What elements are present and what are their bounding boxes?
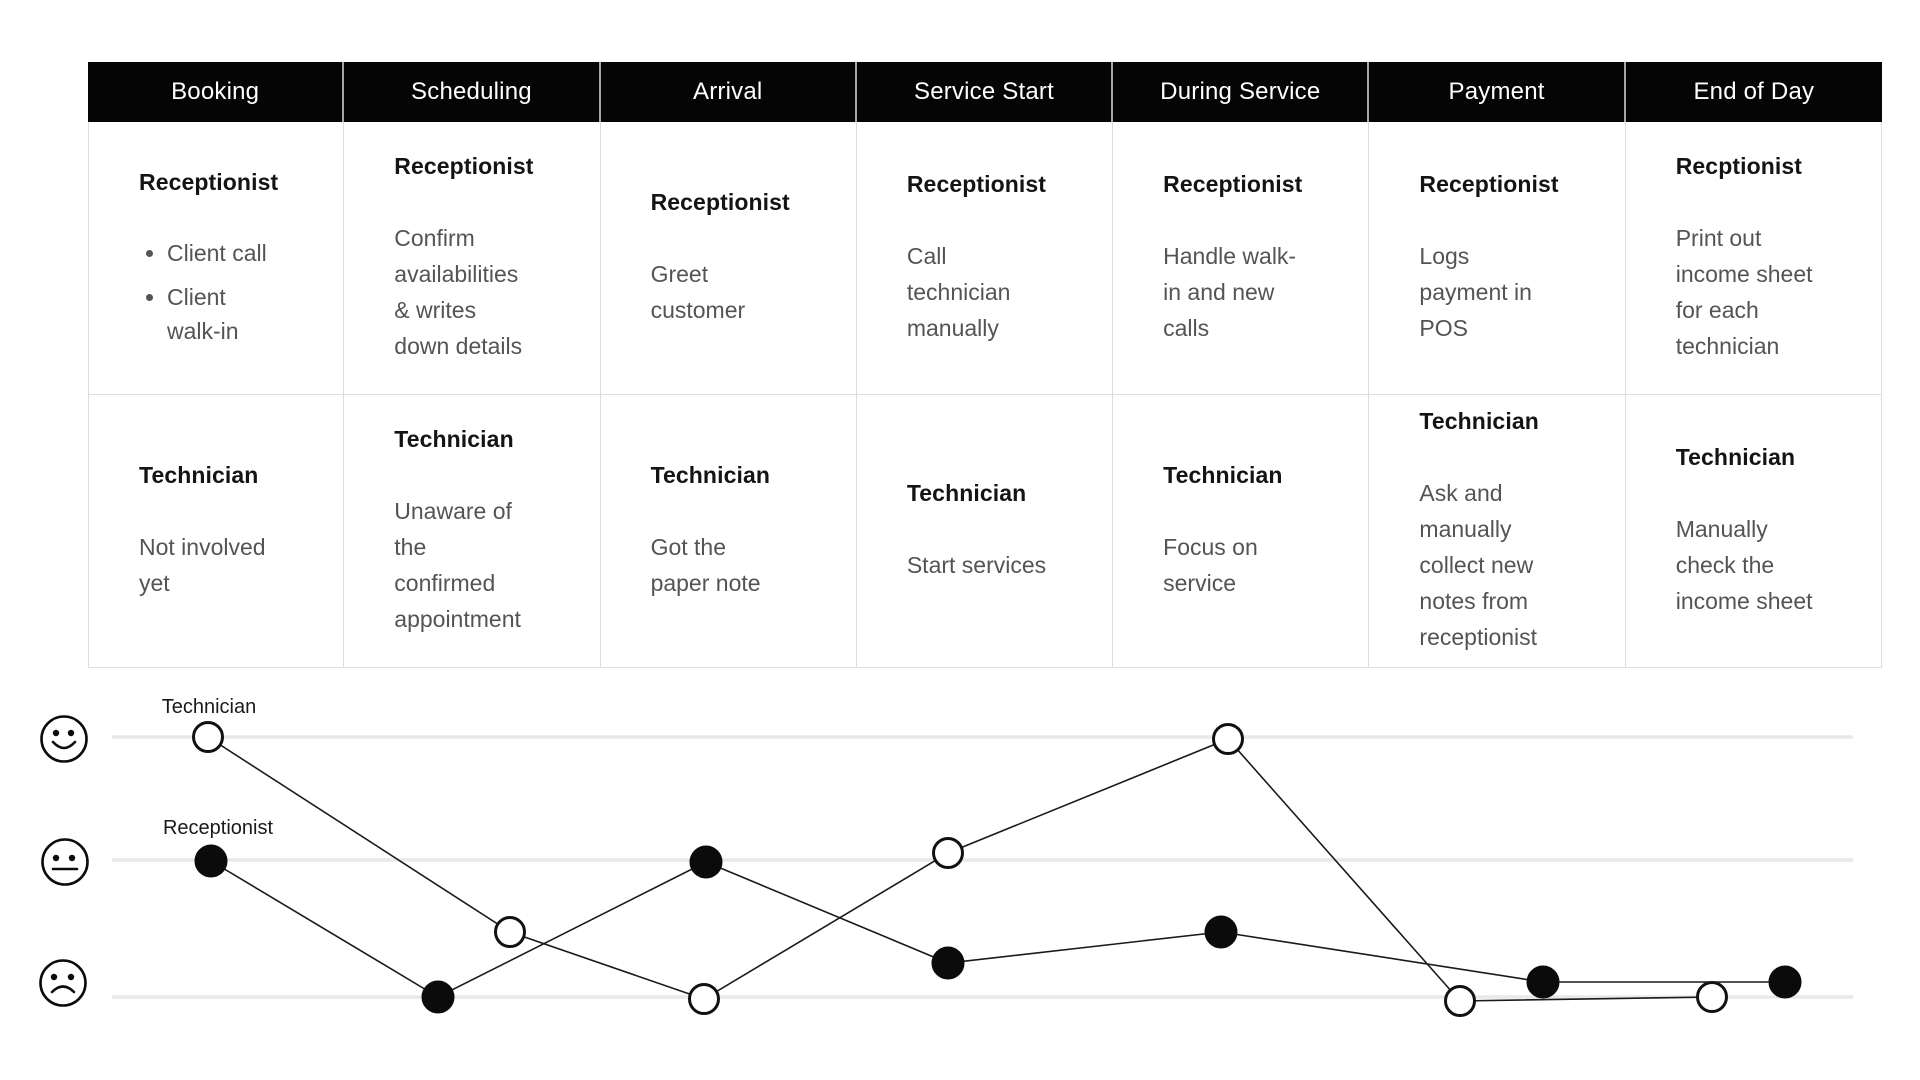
- technician-point-end-of-day: [1696, 981, 1728, 1013]
- cell-text: Confirm availabilities & writes down det…: [394, 224, 523, 359]
- receptionist-line: [210, 860, 1785, 998]
- cell-technician-service-start: Technician Start services: [856, 395, 1114, 668]
- technician-line-label: Technician: [162, 696, 257, 718]
- chart-series: [192, 721, 1802, 1017]
- technician-point-scheduling: [494, 916, 526, 948]
- cell-text: Call technician manually: [906, 242, 1011, 341]
- role-title: Technician: [1675, 443, 1796, 470]
- receptionist-point-payment: [1526, 965, 1560, 999]
- receptionist-point-end-of-day: [1768, 965, 1802, 999]
- stage-header-payment: Payment: [1369, 62, 1626, 122]
- role-title: Technician: [1163, 461, 1283, 488]
- cell-technician-payment: Technician Ask and manually collect new n…: [1369, 395, 1626, 668]
- journey-table: Booking Scheduling Arrival Service Start Dur…: [88, 62, 1882, 668]
- cell-text: Start services: [906, 551, 1047, 578]
- role-title: Technician: [906, 479, 1027, 506]
- role-title: Receptionist: [1419, 170, 1559, 197]
- stage-header-arrival: Arrival: [600, 62, 857, 122]
- series-receptionist: [194, 844, 1802, 1014]
- happy-face-icon: [40, 715, 88, 763]
- cell-receptionist-arrival: Receptionist Greet customer: [600, 122, 857, 395]
- receptionist-point-during-service: [1204, 915, 1238, 949]
- cell-text: Ask and manually collect new notes from …: [1419, 479, 1538, 650]
- cell-receptionist-scheduling: Receptionist Confirm availabilities & wri…: [344, 122, 601, 395]
- cell-technician-during-service: Technician Focus on service: [1113, 395, 1370, 668]
- cell-receptionist-booking: Receptionist Client call Client walk-in: [88, 122, 345, 395]
- cell-receptionist-end-of-day: Recptionist Print out income sheet for ea…: [1625, 122, 1882, 395]
- stage-header-booking: Booking: [88, 62, 345, 122]
- sad-face-icon: [39, 959, 87, 1007]
- role-title: Receptionist: [906, 170, 1047, 197]
- role-title: Technician: [650, 461, 770, 488]
- stage-header-scheduling: Scheduling: [344, 62, 601, 122]
- receptionist-point-booking: [194, 844, 228, 878]
- role-title: Technician: [139, 461, 259, 488]
- emotion-axis-faces: [39, 715, 89, 1007]
- cell-technician-booking: Technician Not involved yet: [88, 395, 345, 668]
- role-title: Receptionist: [394, 152, 534, 179]
- cell-receptionist-service-start: Receptionist Call technician manually: [856, 122, 1114, 395]
- technician-line: [207, 736, 1713, 1002]
- cell-text: Logs payment in POS: [1419, 242, 1532, 341]
- role-title: Receptionist: [139, 168, 279, 195]
- cell-text: Greet customer: [650, 260, 746, 323]
- cell-text: Manually check the income sheet: [1675, 515, 1813, 614]
- role-title: Receptionist: [650, 188, 790, 215]
- receptionist-point-arrival: [689, 845, 723, 879]
- role-title: Recptionist: [1675, 152, 1803, 179]
- cell-text: Handle walk- in and new calls: [1163, 242, 1297, 341]
- cell-text: Unaware of the confirmed appointment: [394, 497, 521, 632]
- series-technician: [192, 721, 1728, 1017]
- stage-header-service-start: Service Start: [856, 62, 1114, 122]
- cell-text: Not involved yet: [139, 533, 266, 596]
- cell-technician-scheduling: Technician Unaware of the confirmed appoi…: [344, 395, 601, 668]
- technician-point-payment: [1444, 985, 1476, 1017]
- cell-text: Print out income sheet for each technici…: [1675, 224, 1813, 359]
- stage-header-end-of-day: End of Day: [1625, 62, 1882, 122]
- cell-text: Got the paper note: [650, 533, 761, 596]
- role-title: Receptionist: [1163, 170, 1303, 197]
- technician-point-booking: [192, 721, 224, 753]
- cell-text: Focus on service: [1163, 533, 1258, 596]
- receptionist-point-scheduling: [421, 980, 455, 1014]
- chart-gridlines: [112, 735, 1853, 999]
- cell-technician-end-of-day: Technician Manually check the income shee…: [1625, 395, 1882, 668]
- cell-technician-arrival: Technician Got the paper note: [600, 395, 857, 668]
- bullet-item: Client walk-in: [167, 280, 325, 348]
- bullet-list: Client call Client walk-in: [139, 236, 325, 348]
- cell-receptionist-during-service: Receptionist Handle walk- in and new call…: [1113, 122, 1370, 395]
- role-title: Technician: [394, 425, 514, 452]
- technician-point-service-start: [932, 837, 964, 869]
- cell-receptionist-payment: Receptionist Logs payment in POS: [1369, 122, 1626, 395]
- bullet-item: Client call: [167, 236, 325, 270]
- stage-header-during-service: During Service: [1113, 62, 1370, 122]
- role-title: Technician: [1419, 407, 1539, 434]
- receptionist-line-label: Receptionist: [163, 817, 274, 839]
- technician-point-during-service: [1212, 723, 1244, 755]
- neutral-face-icon: [41, 838, 89, 886]
- technician-point-arrival: [688, 983, 720, 1015]
- receptionist-point-service-start: [931, 946, 965, 980]
